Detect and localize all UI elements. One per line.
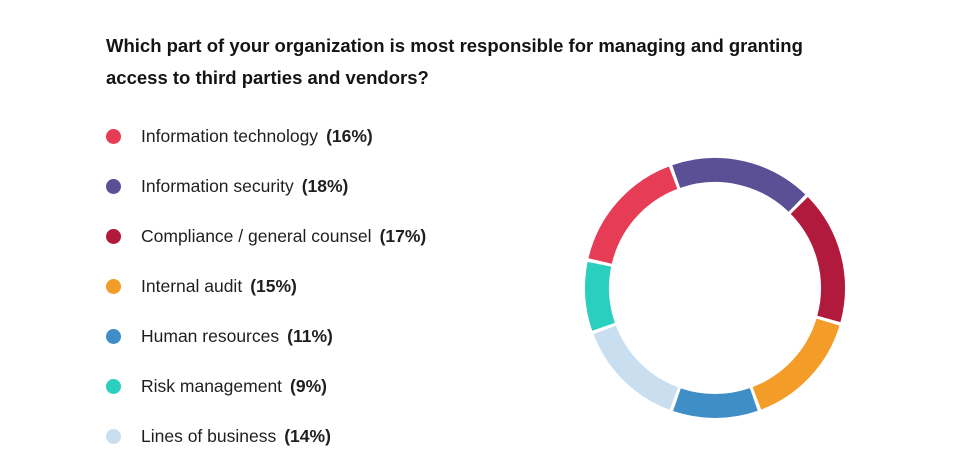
legend-item: Information security (18%) [106,161,426,211]
legend-color-dot [106,178,121,194]
legend-value: (18%) [301,175,349,196]
legend-value: (14%) [284,425,331,446]
legend-color-dot [106,228,121,244]
legend-item: Lines of business (14%) [106,411,426,456]
legend-item: Compliance / general counsel (17%) [106,211,426,261]
legend-color-dot [106,378,121,394]
donut-chart [585,158,845,418]
donut-slice-lines-of-business [593,325,679,410]
legend-color-dot [106,278,121,294]
legend-label: Information technology [141,125,319,146]
donut-slice-internal-audit [752,318,840,410]
legend-value: (17%) [379,225,427,246]
legend-item: Human resources (11%) [106,311,426,361]
legend-label: Internal audit [141,275,243,296]
donut-slice-risk-management [585,261,615,331]
legend-label: Information security [141,175,294,196]
legend-color-dot [106,328,121,344]
legend-label: Human resources [141,325,280,346]
donut-slice-information-security [672,158,806,212]
legend-item: Information technology (16%) [106,111,426,161]
legend-item: Risk management (9%) [106,361,426,411]
legend-value: (11%) [287,325,333,346]
donut-slice-compliance-general-counsel [790,197,845,323]
legend-label: Lines of business [141,425,277,446]
legend-value: (16%) [326,125,373,146]
donut-slice-information-technology [588,166,678,265]
legend-value: (9%) [290,375,327,396]
legend-label: Risk management [141,375,283,396]
legend-item: Internal audit (15%) [106,261,426,311]
legend-color-dot [106,428,121,444]
chart-legend: Information technology (16%) Information s… [106,111,426,456]
legend-color-dot [106,128,121,144]
legend-label: Compliance / general counsel [141,225,372,246]
chart-title: Which part of your organization is most … [106,35,803,88]
legend-value: (15%) [250,275,297,296]
donut-slice-human-resources [673,387,758,418]
